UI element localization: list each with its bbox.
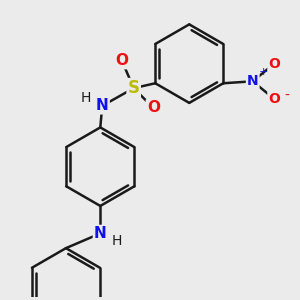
Text: O: O — [268, 57, 280, 70]
Text: +: + — [259, 68, 268, 77]
Text: O: O — [116, 53, 128, 68]
Text: -: - — [285, 89, 290, 103]
Text: O: O — [147, 100, 160, 115]
Text: N: N — [247, 74, 259, 88]
Text: N: N — [94, 226, 107, 241]
Text: H: H — [112, 234, 122, 248]
Text: S: S — [128, 79, 140, 97]
Text: O: O — [268, 92, 280, 106]
Text: H: H — [80, 91, 91, 105]
Text: N: N — [96, 98, 109, 113]
